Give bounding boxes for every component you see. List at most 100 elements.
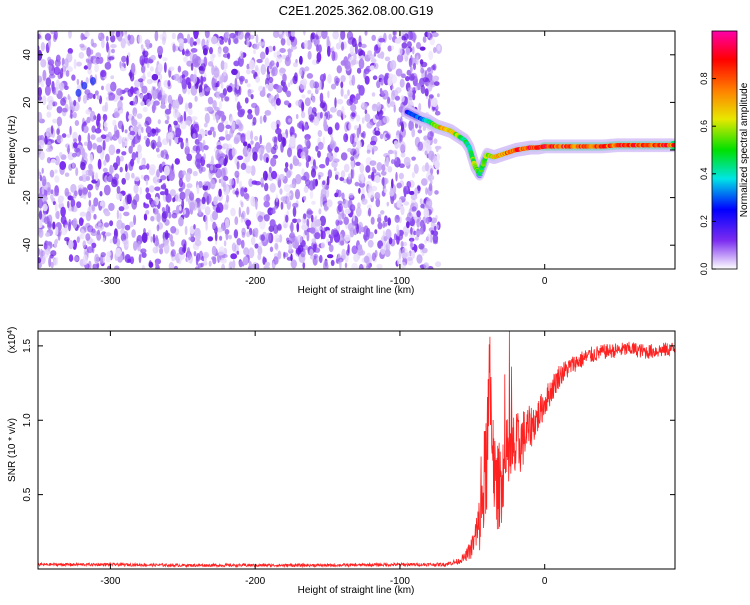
noise-blob [128,145,133,154]
noise-blob [396,233,400,245]
noise-blob [318,208,322,215]
noise-blob [290,31,296,37]
noise-blob [429,180,433,185]
noise-blob [152,208,159,215]
noise-blob [91,125,96,133]
noise-blob [428,50,434,61]
noise-blob [121,151,127,156]
noise-blob [276,123,279,131]
noise-blob [87,183,94,191]
noise-blob [94,128,102,134]
noise-blob [335,80,339,87]
noise-blob [416,218,421,228]
noise-blob [332,228,338,235]
noise-blob [224,31,230,39]
noise-blob [303,186,309,193]
noise-blob [162,57,168,62]
noise-blob [211,256,216,261]
noise-blob [102,167,108,173]
noise-blob [380,90,385,96]
noise-blob [412,92,416,101]
noise-blob [296,122,304,129]
noise-blob [263,114,267,123]
noise-blob [45,232,51,237]
noise-blob [427,66,434,75]
noise-blob [401,35,406,41]
colorbar: 0.0 0.2 0.4 0.6 0.8 Normalized spectral ampl… [699,30,750,275]
noise-blob [68,221,71,232]
noise-blob [87,132,91,144]
noise-blob [145,192,152,200]
noise-blob [412,46,415,55]
y-tick-label: 40 [22,49,33,61]
noise-blob [122,239,129,245]
noise-blob [193,41,197,46]
noise-blob [268,166,272,174]
noise-blob [64,85,69,91]
noise-blob [434,160,440,170]
noise-blob [252,116,257,126]
noise-blob [137,124,142,131]
noise-blob [75,167,79,177]
noise-blob [340,170,346,178]
noise-blob [220,167,226,179]
noise-blob [224,218,230,229]
noise-blob [340,240,345,246]
noise-blob [140,248,147,254]
noise-blob [279,48,286,53]
noise-blob [295,174,302,185]
noise-blob [326,175,330,186]
noise-blob [356,67,362,74]
noise-blob [165,193,172,203]
noise-blob [382,115,390,124]
noise-blob [232,259,236,269]
x-tick-label: -100 [390,576,410,587]
y-tick-label: 0.5 [22,487,33,501]
noise-blob [411,249,415,259]
noise-blob [233,137,240,145]
noise-blob [303,196,307,201]
noise-blob [236,161,240,170]
noise-blob [362,131,366,139]
noise-blob [296,144,303,153]
noise-blob [315,145,319,152]
noise-blob [413,62,416,71]
noise-blob [355,114,361,122]
noise-blob [73,99,77,107]
spectrogram-y-ticks: -40 -20 0 20 40 [22,49,675,252]
noise-blob [231,121,236,131]
noise-blob [241,239,245,249]
noise-blob [316,59,320,64]
noise-blob [424,239,427,244]
noise-blob [76,236,80,244]
noise-blob [359,163,365,174]
noise-blob [54,155,60,166]
noise-blob [156,224,160,232]
noise-blob [312,178,316,190]
noise-blob [398,229,404,236]
noise-blob [253,43,260,50]
noise-blob [195,158,201,168]
noise-blob [369,160,377,166]
noise-blob [192,170,198,177]
noise-blob [411,172,415,179]
noise-blob [340,31,346,40]
noise-blob [38,33,41,40]
noise-blob [174,137,179,144]
noise-blob [245,165,252,174]
noise-blob [293,62,298,68]
noise-blob [46,111,52,118]
noise-blob [416,254,423,264]
noise-blob [140,164,147,170]
noise-blob [327,241,332,246]
noise-blob [313,247,321,253]
noise-blob [164,188,169,196]
noise-blob [410,239,413,250]
noise-blob [85,109,91,115]
noise-blob [201,131,206,136]
noise-blob [405,47,411,54]
noise-blob [387,96,391,104]
noise-blob [134,112,137,117]
noise-blob [69,125,72,136]
noise-blob [234,77,238,89]
